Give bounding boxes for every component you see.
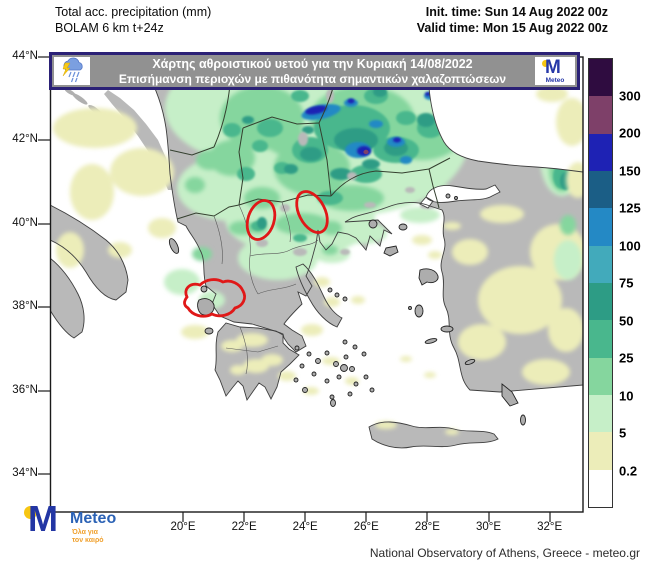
lon-label: 20°E — [170, 521, 196, 533]
meteo-logo-text: Meteo — [70, 510, 117, 527]
colorbar-label: 150 — [619, 163, 641, 178]
model-run-label: BOLAM 6 km t+24z — [55, 21, 164, 35]
meteo-logo-text: Meteo — [545, 77, 565, 84]
lat-label: 34°N — [12, 467, 38, 479]
meteo-logo-m: M — [545, 57, 561, 78]
lat-label: 40°N — [12, 216, 38, 229]
meteo-logo-m: M — [28, 498, 58, 539]
meteo-logo-dot — [542, 60, 549, 67]
colorbar-segment — [589, 245, 612, 283]
colorbar-label: 5 — [619, 425, 627, 441]
map-layers — [50, 57, 583, 449]
highlight-region-3 — [183, 278, 246, 318]
colorbar-segment — [589, 432, 612, 470]
precip-level-0.2-5 — [53, 108, 583, 435]
colorbar-segment — [589, 357, 612, 395]
run-times: Init. time: Sun 14 Aug 2022 00z Valid ti… — [417, 4, 608, 36]
title-banner: Χάρτης αθροιστικού υετού για την Κυριακή… — [49, 52, 580, 90]
lon-label: 28°E — [414, 521, 440, 533]
lon-label: 22°E — [231, 521, 257, 533]
colorbar-segment — [589, 133, 612, 171]
colorbar-segment — [589, 282, 612, 321]
lon-label: 30°E — [475, 521, 502, 533]
meteo-footer-logo: M Meteo Όλα για τον καιρό — [16, 498, 146, 560]
storm-cloud-lightning-icon — [62, 57, 83, 83]
colorbar-segment — [589, 208, 612, 246]
colorbar-label: 10 — [619, 388, 634, 403]
highlight-annotations — [183, 190, 329, 318]
colorbar-label: 300 — [619, 88, 641, 103]
banner-meteo-logo: M Meteo — [535, 57, 575, 85]
lon-label: 26°E — [353, 521, 379, 533]
colorbar-label: 125 — [619, 200, 641, 216]
colorbar-segment — [589, 320, 612, 358]
init-time: Init. time: Sun 14 Aug 2022 00z — [425, 5, 608, 19]
colorbar-label: 200 — [619, 125, 641, 141]
colorbar — [588, 58, 613, 508]
meteo-logo-tagline: Όλα για τον καιρό — [72, 529, 104, 544]
colorbar-label: 100 — [619, 238, 641, 253]
highlight-region-2 — [295, 190, 329, 234]
cyclades — [293, 339, 375, 400]
storm-icon-box — [54, 57, 90, 85]
attribution-text: National Observatory of Athens, Greece -… — [369, 546, 640, 560]
lon-label: 24°E — [292, 521, 318, 533]
colorbar-segment — [589, 96, 612, 134]
lat-label: 42°N — [12, 133, 38, 146]
colorbar-label: 25 — [619, 350, 634, 366]
colorbar-label: 50 — [619, 313, 634, 328]
meteo-logo-dot — [24, 506, 37, 519]
lat-ticks — [38, 56, 50, 475]
lon-label: 32°E — [537, 521, 563, 533]
borders-layer — [169, 59, 451, 375]
banner-text: Χάρτης αθροιστικού υετού για την Κυριακή… — [92, 55, 533, 87]
lon-ticks — [182, 512, 551, 522]
banner-title: Χάρτης αθροιστικού υετού για την Κυριακή… — [152, 56, 473, 71]
product-header: Total acc. precipitation (mm) BOLAM 6 km… — [55, 4, 211, 36]
lat-label: 38°N — [12, 300, 38, 313]
banner-subtitle: Επισήμανση περιοχών με πιθανότητα σημαντ… — [118, 71, 507, 86]
lat-label: 36°N — [12, 383, 38, 396]
colorbar-label: 75 — [619, 275, 634, 291]
valid-time: Valid time: Mon 15 Aug 2022 00z — [416, 21, 608, 35]
colorbar-label: 0.2 — [619, 463, 638, 478]
lat-label: 44°N — [12, 50, 38, 62]
islands-layer — [168, 193, 526, 426]
colorbar-segment — [589, 170, 612, 209]
product-title: Total acc. precipitation (mm) — [55, 5, 212, 19]
precip-level-200-300 — [363, 149, 369, 155]
colorbar-segment — [589, 469, 612, 507]
colorbar-segment — [589, 394, 612, 433]
colorbar-segment — [589, 59, 612, 97]
highlight-region-1 — [245, 199, 277, 241]
